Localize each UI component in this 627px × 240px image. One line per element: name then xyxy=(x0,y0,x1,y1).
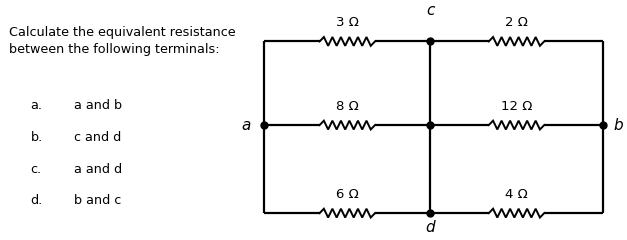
Text: a.: a. xyxy=(31,99,43,112)
Text: b and c: b and c xyxy=(73,194,121,207)
Text: b.: b. xyxy=(31,131,43,144)
Text: d.: d. xyxy=(31,194,43,207)
Text: 2 Ω: 2 Ω xyxy=(505,16,528,29)
Text: 6 Ω: 6 Ω xyxy=(336,188,359,201)
Text: c: c xyxy=(426,3,435,18)
Text: b: b xyxy=(614,118,623,132)
Text: c and d: c and d xyxy=(73,131,121,144)
Text: d: d xyxy=(426,220,435,235)
Text: a and b: a and b xyxy=(73,99,122,112)
Text: a and d: a and d xyxy=(73,162,122,175)
Text: 4 Ω: 4 Ω xyxy=(505,188,528,201)
Text: Calculate the equivalent resistance
between the following terminals:: Calculate the equivalent resistance betw… xyxy=(9,26,236,56)
Text: 3 Ω: 3 Ω xyxy=(336,16,359,29)
Text: c.: c. xyxy=(31,162,41,175)
Text: 12 Ω: 12 Ω xyxy=(501,100,532,113)
Text: 8 Ω: 8 Ω xyxy=(336,100,359,113)
Text: a: a xyxy=(241,118,251,132)
